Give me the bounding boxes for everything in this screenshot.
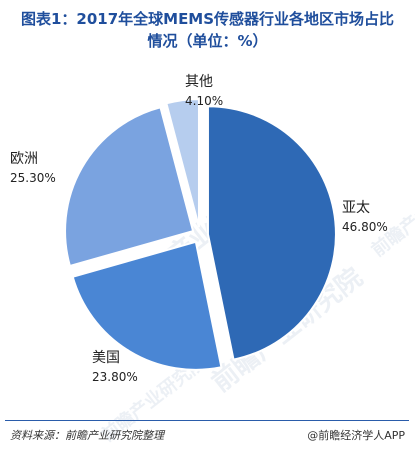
slice-value-label: 46.80% xyxy=(342,220,388,234)
chart-title-line2: 情况（单位：%） xyxy=(147,32,268,50)
slice-value-label: 23.80% xyxy=(92,370,138,384)
slice-value-label: 25.30% xyxy=(10,171,56,185)
slice-name-label: 欧洲 xyxy=(10,151,38,167)
chart-title: 图表1：2017年全球MEMS传感器行业各地区市场占比 情况（单位：%） xyxy=(0,8,415,52)
pie-slice-2 xyxy=(64,106,195,268)
chart-title-line1: 图表1：2017年全球MEMS传感器行业各地区市场占比 xyxy=(20,10,395,28)
pie-slice-3 xyxy=(165,98,200,228)
slice-value-label: 4.10% xyxy=(185,94,223,108)
brand-credit: @前瞻经济学人APP xyxy=(307,429,405,442)
slice-name-label: 美国 xyxy=(92,350,120,366)
footer-divider xyxy=(5,420,409,421)
pie-slice-1 xyxy=(71,240,223,371)
source-note: 资料来源：前瞻产业研究院整理 xyxy=(10,429,164,442)
pie-slice-0 xyxy=(206,105,337,361)
slice-name-label: 其他 xyxy=(185,74,213,90)
slice-name-label: 亚太 xyxy=(342,200,370,216)
